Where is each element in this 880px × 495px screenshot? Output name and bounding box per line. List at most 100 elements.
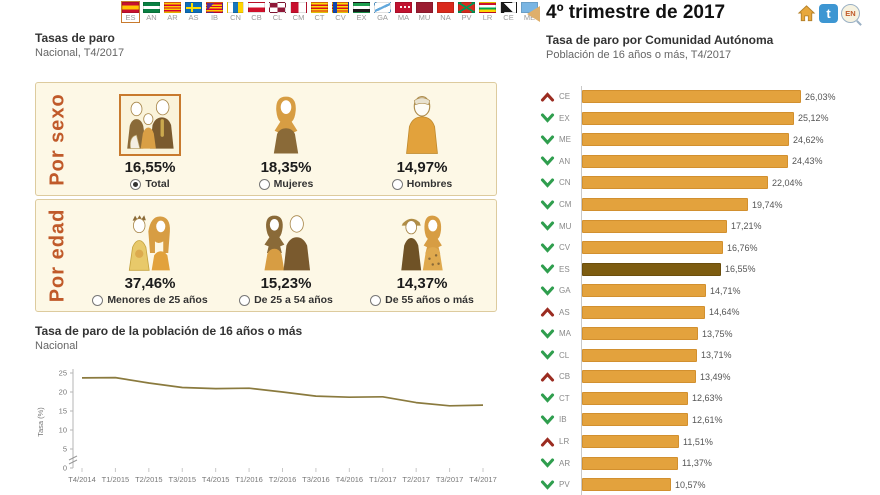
- trend-down-icon: [540, 480, 555, 490]
- bar-CN[interactable]: [582, 176, 768, 190]
- radio-option-de-25-a-54-a-os[interactable]: De 25 a 54 años: [239, 294, 333, 306]
- bar-track: 11,37%: [581, 452, 878, 474]
- bar-track: 10,57%: [581, 473, 878, 495]
- flag-AS[interactable]: AS: [185, 2, 202, 22]
- bar-CT[interactable]: [582, 391, 688, 405]
- flag-AR[interactable]: AR: [164, 2, 181, 22]
- flag-LR[interactable]: LR: [479, 2, 496, 22]
- radio-icon[interactable]: [130, 178, 142, 190]
- flag-image-MA: [395, 2, 412, 13]
- bar-ES[interactable]: [582, 262, 721, 276]
- radio-icon[interactable]: [258, 178, 270, 190]
- bar-value: 17,21%: [731, 221, 762, 232]
- region-code: AR: [559, 458, 571, 468]
- bar-IB[interactable]: [582, 413, 688, 427]
- line-chart-header: Tasa de paro de la población de 16 años …: [35, 324, 302, 352]
- flag-PV[interactable]: PV: [458, 2, 475, 22]
- radio-icon[interactable]: [391, 178, 403, 190]
- flag-CN[interactable]: CN: [227, 2, 244, 22]
- radio-option-mujeres[interactable]: Mujeres: [258, 178, 313, 190]
- bar-LR[interactable]: [582, 435, 679, 449]
- bar-GA[interactable]: [582, 284, 706, 298]
- bar-row-ES[interactable]: ES 16,55%: [540, 258, 878, 280]
- bar-value: 24,43%: [792, 156, 823, 167]
- bar-CL[interactable]: [582, 348, 697, 362]
- bar-row-MA[interactable]: MA 13,75%: [540, 323, 878, 345]
- flag-code: MA: [397, 13, 410, 22]
- bar-row-CL[interactable]: CL 13,71%: [540, 344, 878, 367]
- language-en-icon[interactable]: EN: [841, 4, 860, 23]
- flag-NA[interactable]: NA: [437, 2, 454, 22]
- bar-CE[interactable]: [582, 90, 801, 104]
- radio-option-total[interactable]: Total: [130, 178, 170, 190]
- bar-chart-header: Tasa de paro por Comunidad Autónoma Pobl…: [546, 33, 773, 61]
- flag-code: AS: [188, 13, 199, 22]
- senior-couple-figure: [393, 208, 451, 272]
- bar-row-ME[interactable]: ME 24,62%: [540, 129, 878, 151]
- bar-row-CT[interactable]: CT 12,63%: [540, 387, 878, 410]
- radio-label: Total: [145, 178, 170, 190]
- radio-icon[interactable]: [92, 294, 104, 306]
- bar-MA[interactable]: [582, 327, 698, 341]
- trend-down-icon: [540, 393, 555, 404]
- flag-IB[interactable]: IB: [206, 2, 223, 22]
- radio-option-hombres[interactable]: Hombres: [391, 178, 452, 190]
- radio-option-menores-de-25-a-os[interactable]: Menores de 25 años: [92, 294, 208, 306]
- flag-image-IB: [206, 2, 223, 13]
- flag-MA[interactable]: MA: [395, 2, 412, 22]
- bar-track: 26,03%: [581, 86, 878, 108]
- flag-AN[interactable]: AN: [143, 2, 160, 22]
- bar-row-CE[interactable]: CE 26,03%: [540, 86, 878, 108]
- home-icon[interactable]: [797, 4, 816, 23]
- svg-text:T1/2015: T1/2015: [102, 475, 130, 484]
- bar-CM[interactable]: [582, 198, 748, 211]
- flag-MU[interactable]: MU: [416, 2, 433, 22]
- flag-CT[interactable]: CT: [311, 2, 328, 22]
- bar-row-PV[interactable]: PV 10,57%: [540, 473, 878, 495]
- stat-value-mujeres: 18,35%: [260, 159, 312, 176]
- bar-row-GA[interactable]: GA 14,71%: [540, 279, 878, 302]
- flag-GA[interactable]: GA: [374, 2, 391, 22]
- bar-row-CM[interactable]: CM 19,74%: [540, 193, 878, 216]
- radio-option-de-55-a-os-o-m-s[interactable]: De 55 años o más: [370, 294, 474, 306]
- bar-CB[interactable]: [582, 370, 696, 384]
- bar-row-LR[interactable]: LR 11,51%: [540, 430, 878, 453]
- flag-CM[interactable]: CM: [290, 2, 307, 22]
- twitter-icon[interactable]: t: [819, 4, 838, 23]
- bar-row-MU[interactable]: MU 17,21%: [540, 215, 878, 237]
- flag-image-ES: [122, 2, 139, 13]
- bar-CV[interactable]: [582, 241, 723, 255]
- bar-PV[interactable]: [582, 478, 671, 492]
- bar-row-EX[interactable]: EX 25,12%: [540, 107, 878, 130]
- bar-AR[interactable]: [582, 456, 678, 470]
- bar-row-CN[interactable]: CN 22,04%: [540, 172, 878, 194]
- bar-ME[interactable]: [582, 133, 789, 147]
- bar-row-CB[interactable]: CB 13,49%: [540, 366, 878, 388]
- bar-row-AS[interactable]: AS 14,64%: [540, 301, 878, 324]
- bar-EX[interactable]: [582, 111, 794, 125]
- flag-EX[interactable]: EX: [353, 2, 370, 22]
- flag-image-CB: [248, 2, 265, 13]
- radio-icon[interactable]: [239, 294, 251, 306]
- bar-AN[interactable]: [582, 154, 788, 168]
- flag-CV[interactable]: CV: [332, 2, 349, 22]
- flag-code: PV: [461, 13, 472, 22]
- bar-track: 12,61%: [581, 409, 878, 431]
- left-title: Tasas de paro: [35, 31, 115, 45]
- flag-ES[interactable]: ES: [122, 2, 139, 22]
- bar-chart: CE 26,03% EX 25,12% ME 24,62% AN 24,43% CN 22,04%…: [540, 86, 878, 495]
- trend-up-icon: [540, 372, 555, 382]
- bar-row-IB[interactable]: IB 12,61%: [540, 409, 878, 431]
- bar-row-AR[interactable]: AR 11,37%: [540, 452, 878, 474]
- bar-MU[interactable]: [582, 219, 727, 233]
- flag-CL[interactable]: CL: [269, 2, 286, 22]
- bar-AS[interactable]: [582, 305, 705, 319]
- radio-icon[interactable]: [370, 294, 382, 306]
- flag-CB[interactable]: CB: [248, 2, 265, 22]
- region-code: PV: [559, 480, 570, 490]
- previous-quarter-arrow[interactable]: [527, 6, 540, 22]
- bar-row-AN[interactable]: AN 24,43%: [540, 150, 878, 173]
- bar-row-CV[interactable]: CV 16,76%: [540, 236, 878, 259]
- flag-CE[interactable]: CE: [500, 2, 517, 22]
- bar-track: 22,04%: [581, 172, 878, 194]
